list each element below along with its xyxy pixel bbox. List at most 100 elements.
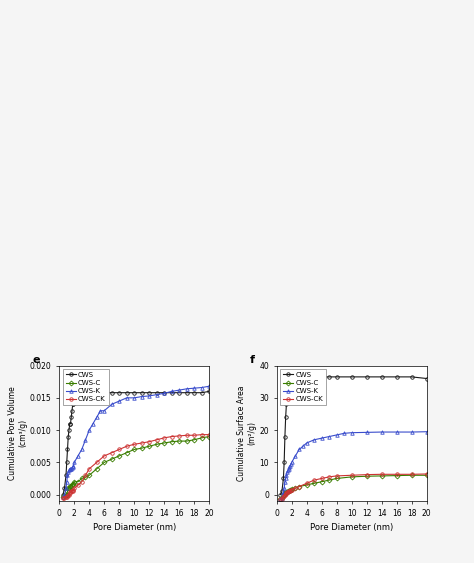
CWS: [82, 391, 88, 398]
CWS-CK: [283, 490, 289, 497]
CWS-C: [169, 439, 174, 445]
CWS-K: [287, 462, 293, 469]
CWS: [288, 375, 294, 382]
CWS-CK: [206, 431, 212, 438]
CWS: [131, 390, 137, 396]
CWS: [424, 375, 429, 382]
CWS-K: [101, 408, 107, 414]
CWS-C: [326, 477, 332, 484]
CWS: [285, 385, 291, 391]
CWS-K: [62, 492, 67, 499]
CWS-CK: [184, 432, 190, 439]
CWS-C: [286, 488, 292, 494]
CWS-C: [68, 482, 74, 489]
CWS-C: [278, 496, 283, 503]
CWS: [109, 390, 115, 396]
CWS-C: [199, 435, 205, 441]
CWS: [364, 373, 369, 380]
CWS-K: [300, 443, 306, 450]
CWS-CK: [296, 483, 302, 490]
CWS-K: [296, 446, 302, 453]
CWS: [65, 433, 71, 440]
CWS: [66, 427, 72, 434]
CWS-C: [289, 485, 294, 492]
CWS-C: [304, 481, 310, 488]
CWS-K: [281, 485, 287, 491]
Y-axis label: Cumulative Pore Volume
(cm³/g): Cumulative Pore Volume (cm³/g): [8, 386, 27, 480]
CWS-C: [364, 473, 369, 480]
CWS-CK: [326, 473, 332, 480]
CWS-K: [75, 453, 81, 459]
CWS: [70, 401, 75, 408]
CWS-CK: [278, 496, 283, 503]
CWS-K: [285, 467, 291, 474]
CWS-K: [409, 428, 414, 435]
CWS: [68, 414, 74, 421]
CWS-C: [86, 472, 92, 479]
CWS-CK: [65, 492, 71, 499]
CWS-K: [86, 427, 92, 434]
CWS-K: [72, 459, 77, 466]
CWS: [146, 390, 152, 396]
CWS-K: [63, 485, 69, 491]
CWS-C: [79, 475, 84, 482]
CWS-CK: [161, 435, 167, 441]
CWS-K: [68, 466, 74, 472]
CWS-C: [334, 475, 339, 482]
CWS: [124, 390, 129, 396]
CWS-C: [60, 493, 66, 500]
CWS-CK: [70, 488, 75, 494]
CWS-CK: [287, 488, 293, 494]
CWS-C: [68, 483, 73, 490]
CWS: [281, 459, 287, 466]
Text: f: f: [250, 355, 255, 365]
CWS-CK: [66, 491, 72, 498]
CWS: [62, 485, 67, 491]
CWS: [289, 373, 294, 380]
CWS-CK: [289, 486, 294, 493]
Line: CWS: CWS: [61, 390, 211, 497]
CWS-C: [282, 490, 288, 497]
CWS-K: [154, 391, 160, 398]
CWS-CK: [94, 459, 100, 466]
CWS: [72, 395, 78, 401]
Text: e: e: [32, 355, 40, 365]
CWS-K: [283, 472, 289, 479]
CWS-K: [286, 466, 292, 472]
Legend: CWS, CWS-C, CWS-K, CWS-CK: CWS, CWS-C, CWS-K, CWS-CK: [63, 369, 109, 405]
CWS-K: [349, 430, 355, 436]
CWS-K: [278, 496, 283, 503]
CWS: [296, 373, 302, 380]
Line: CWS-K: CWS-K: [279, 430, 428, 501]
CWS-K: [191, 385, 197, 391]
CWS-CK: [292, 485, 298, 491]
CWS-CK: [349, 472, 355, 479]
CWS-K: [69, 464, 75, 471]
Line: CWS-C: CWS-C: [279, 473, 428, 501]
Line: CWS-C: CWS-C: [61, 435, 211, 498]
CWS: [199, 390, 205, 396]
CWS-K: [117, 397, 122, 404]
CWS-CK: [379, 471, 384, 477]
CWS-K: [65, 468, 71, 475]
CWS: [117, 390, 122, 396]
Line: CWS-K: CWS-K: [61, 385, 211, 498]
CWS: [94, 390, 100, 397]
CWS-CK: [285, 488, 291, 495]
CWS-CK: [304, 480, 310, 486]
CWS-K: [60, 493, 66, 500]
CWS: [292, 373, 298, 380]
CWS-C: [394, 472, 400, 479]
CWS-CK: [64, 493, 70, 500]
CWS-C: [139, 445, 145, 452]
CWS-K: [279, 494, 285, 501]
CWS-K: [161, 390, 167, 397]
CWS-CK: [281, 494, 286, 501]
CWS: [68, 420, 73, 427]
CWS: [60, 491, 66, 498]
CWS-K: [281, 490, 286, 497]
CWS-K: [98, 408, 103, 414]
CWS-K: [139, 393, 145, 400]
CWS-CK: [72, 485, 77, 491]
CWS-CK: [64, 493, 70, 499]
